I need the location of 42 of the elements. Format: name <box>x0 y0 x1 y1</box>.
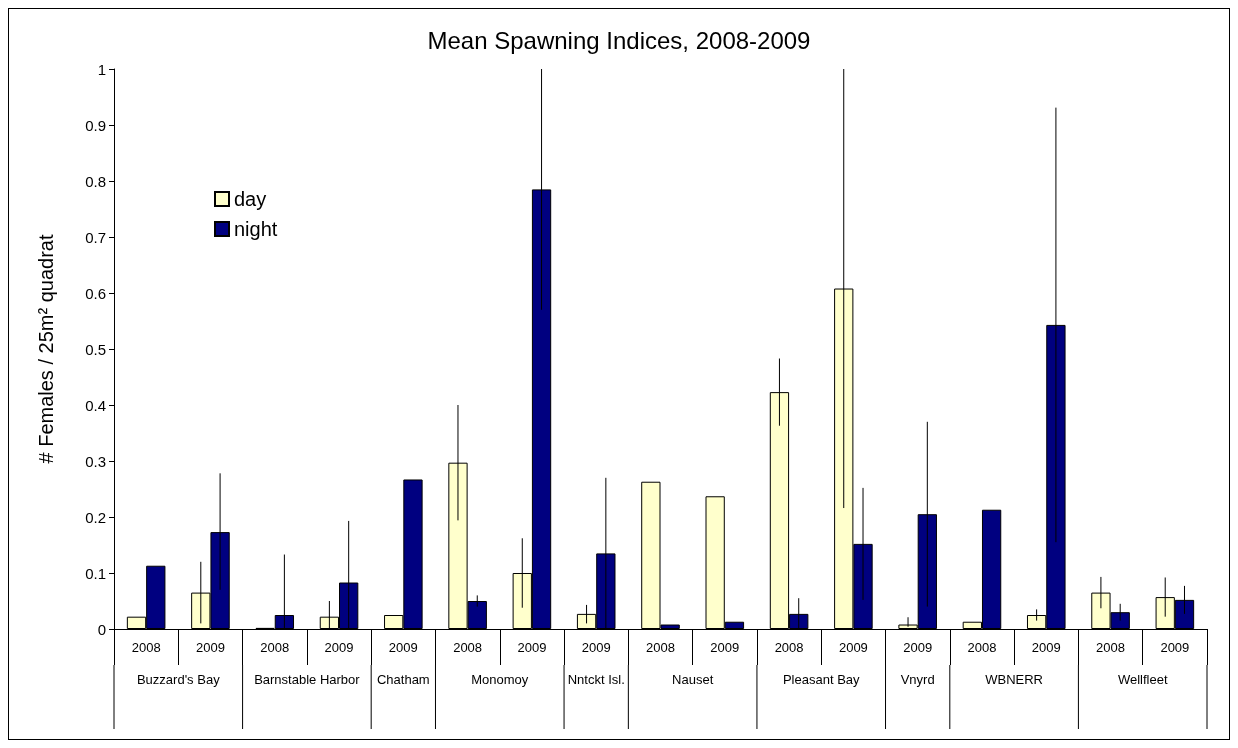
y-axis-title: # Females / 25m² quadrat <box>35 234 57 464</box>
x-tick-label: 2009 <box>324 640 354 655</box>
x-tick-label: 2009 <box>1160 640 1190 655</box>
y-tick-label: 1 <box>97 60 106 78</box>
text: Barnstable Harbor <box>254 672 361 687</box>
x-tick-label: 2009 <box>388 640 418 655</box>
y-tick-label: 0.3 <box>85 452 106 470</box>
text: Monomoy <box>471 672 529 687</box>
legend-label: day <box>234 188 267 210</box>
y-tick-label: 0.9 <box>85 116 106 134</box>
x-tick-label: 2008 <box>260 640 290 655</box>
y-tick-label: 0 <box>97 620 106 638</box>
text: WBNERR <box>985 672 1044 687</box>
x-tick-label: 2008 <box>774 640 804 655</box>
y-tick-label: 0.8 <box>85 172 106 190</box>
y-tick-label: 0.5 <box>85 340 106 358</box>
x-tick-label: 2009 <box>517 640 547 655</box>
x-tick-label: 2009 <box>1031 640 1061 655</box>
text: Pleasant Bay <box>782 672 861 687</box>
x-tick-label: 2008 <box>967 640 997 655</box>
x-tick-label: 2009 <box>903 640 933 655</box>
text: Nntckt Isl. <box>567 672 625 687</box>
x-tick-label: 2009 <box>195 640 225 655</box>
x-tick-label: 2008 <box>453 640 483 655</box>
x-tick-label: 2009 <box>838 640 868 655</box>
text: Buzzard's Bay <box>136 672 221 687</box>
y-tick-label: 0.6 <box>85 284 106 302</box>
text: Nauset <box>672 672 714 687</box>
text: Wellfleet <box>1117 672 1168 687</box>
x-tick-label: 2009 <box>581 640 611 655</box>
x-tick-label: 2008 <box>131 640 161 655</box>
x-tick-label: 2008 <box>646 640 675 655</box>
x-tick-label: 2009 <box>710 640 740 655</box>
y-tick-label: 0.4 <box>85 396 106 414</box>
text: Chatham <box>376 672 430 687</box>
y-tick-label: 0.1 <box>85 564 106 582</box>
x-tick-label: 2008 <box>1096 640 1126 655</box>
y-tick-label: 0.7 <box>85 228 106 246</box>
text: Vnyrd <box>900 672 935 687</box>
y-tick-label: 0.2 <box>85 508 106 526</box>
chart-title: Mean Spawning Indices, 2008-2009 <box>427 26 811 54</box>
legend-label: night <box>234 218 278 240</box>
